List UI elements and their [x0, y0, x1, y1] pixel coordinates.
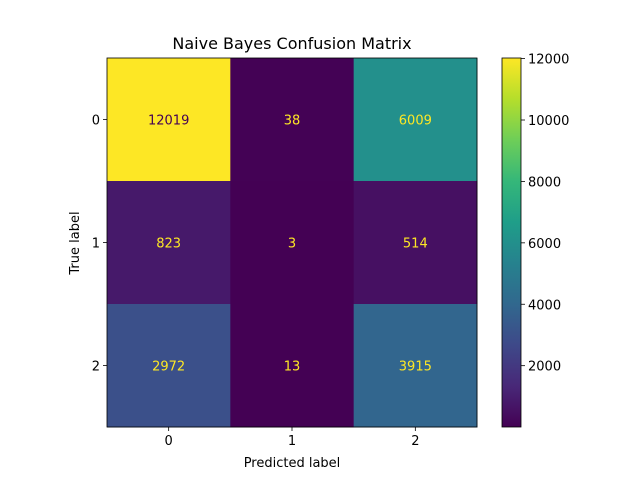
y-tick-label-0: 0: [92, 114, 100, 129]
colorbar-tick-label-4: 10000: [528, 114, 569, 129]
cell-value-label-1-0: 823: [156, 237, 181, 252]
heatmap-cell-0-2: [353, 58, 478, 182]
chart-title: Naive Bayes Confusion Matrix: [172, 34, 411, 53]
colorbar-tick-label-0: 2000: [528, 360, 561, 375]
x-axis-label: Predicted label: [244, 456, 341, 471]
x-tick-label-1: 1: [288, 434, 296, 449]
heatmap-cell-0-0: [107, 58, 231, 182]
heatmap-cell-2-0: [107, 304, 231, 428]
y-tick-label-1: 1: [92, 237, 100, 252]
cell-value-label-1-2: 514: [403, 237, 428, 252]
colorbar-tick-label-1: 4000: [528, 298, 561, 313]
cell-value-label-0-2: 6009: [399, 114, 432, 129]
cell-value-label-0-1: 38: [284, 114, 301, 129]
x-tick-label-0: 0: [165, 434, 173, 449]
y-tick-label-2: 2: [92, 360, 100, 375]
cell-value-label-2-0: 2972: [152, 360, 185, 375]
colorbar-ticks: 2000 4000 6000 8000 10000 12000: [521, 53, 569, 375]
heatmap-cell-2-1: [230, 304, 355, 428]
cell-value-label-2-2: 3915: [399, 360, 432, 375]
colorbar-tick-label-5: 12000: [528, 53, 569, 68]
colorbar-tick-label-2: 6000: [528, 237, 561, 252]
colorbar-tick-label-3: 8000: [528, 175, 561, 190]
heatmap-cell-1-0: [107, 181, 231, 305]
x-tick-label-2: 2: [411, 434, 419, 449]
cell-value-label-2-1: 13: [284, 360, 301, 375]
y-axis: 0 1 2: [92, 114, 107, 375]
heatmap-cell-1-2: [353, 181, 478, 305]
heatmap-cells: 12019 38 6009 823 3 514 2972 13 3915: [107, 58, 478, 428]
colorbar: [501, 57, 522, 428]
cell-value-label-1-1: 3: [288, 237, 296, 252]
heatmap-cell-0-1: [230, 58, 355, 182]
heatmap-cell-2-2: [353, 304, 478, 428]
heatmap-cell-1-1: [230, 181, 355, 305]
x-axis: 0 1 2: [165, 427, 419, 449]
cell-value-label-0-0: 12019: [148, 114, 189, 129]
y-axis-label: True label: [68, 211, 83, 275]
